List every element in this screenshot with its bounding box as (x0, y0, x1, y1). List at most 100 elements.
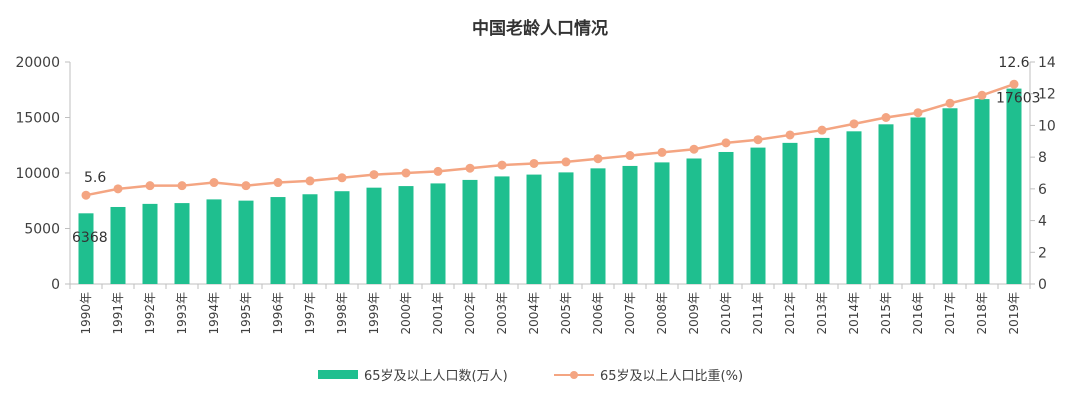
ratio-point (913, 108, 923, 118)
ratio-point (81, 190, 91, 200)
x-tick-label: 1998年 (335, 292, 349, 335)
bar (878, 124, 894, 284)
y-right-tick-label: 10 (1038, 118, 1056, 134)
y-right-tick-label: 12 (1038, 87, 1056, 103)
ratio-point (145, 181, 155, 191)
bar (942, 108, 958, 284)
bar (494, 176, 510, 284)
x-tick-label: 2012年 (783, 292, 797, 335)
bar (302, 194, 318, 284)
ratio-point (273, 178, 283, 188)
ratio-point (561, 157, 571, 167)
x-tick-label: 2007年 (623, 292, 637, 335)
ratio-point (497, 160, 507, 170)
y-right-tick-label: 8 (1038, 150, 1047, 166)
y-left-tick-label: 10000 (15, 166, 60, 182)
ratio-point (721, 138, 731, 148)
bar (718, 151, 734, 284)
x-tick-label: 2013年 (815, 292, 829, 335)
ratio-point (625, 151, 635, 161)
axes: 0 5000 10000 15000 20000 0 2 4 6 8 10 12 14 1990年 1991… (15, 55, 1055, 335)
y-right-tick-label: 4 (1038, 214, 1047, 230)
ratio-point (241, 181, 251, 191)
x-tick-label: 1993年 (175, 292, 189, 335)
bar (974, 99, 990, 285)
ratio-point (593, 154, 603, 164)
x-tick-label: 2004年 (527, 292, 541, 335)
x-tick-label: 1992年 (143, 292, 157, 335)
x-tick-label: 1995年 (239, 292, 253, 335)
ratio-point (113, 184, 123, 194)
x-tick-label: 2006年 (591, 292, 605, 335)
y-left-tick-label: 5000 (24, 222, 60, 238)
bar (1006, 88, 1022, 285)
data-label: 5.6 (84, 170, 106, 186)
x-tick-label: 2008年 (655, 292, 669, 335)
y-left-tick-label: 0 (51, 277, 60, 293)
ratio-point (945, 98, 955, 108)
legend: 65岁及以上人口数(万人) 65岁及以上人口比重(%) (318, 368, 743, 384)
x-tick-label: 2003年 (495, 292, 509, 335)
ratio-point (881, 113, 891, 122)
bar (846, 131, 862, 284)
data-label: 12.6 (998, 55, 1029, 71)
ratio-series-line (85, 83, 1015, 197)
ratio-point (305, 176, 315, 186)
x-tick-label: 2014年 (847, 292, 861, 335)
ratio-point (785, 130, 795, 140)
ratio-point (689, 144, 699, 154)
bar (814, 137, 830, 284)
data-label: 17603 (996, 91, 1041, 107)
ratio-point (209, 178, 219, 188)
bar (366, 187, 382, 284)
x-tick-label: 2016年 (911, 292, 925, 335)
y-left-tick-label: 15000 (15, 111, 60, 127)
bar (462, 179, 478, 284)
ratio-point (465, 163, 475, 173)
legend-swatch-ratio-marker (570, 371, 578, 379)
ratio-point (401, 168, 411, 178)
data-label: 6368 (72, 230, 108, 246)
x-tick-label: 1994年 (207, 292, 221, 335)
ratio-point (817, 125, 827, 135)
ratio-point (977, 90, 987, 100)
ratio-point (657, 147, 667, 157)
bar (398, 186, 414, 284)
bars (78, 88, 1022, 285)
bar (750, 147, 766, 284)
bar (270, 197, 286, 284)
x-tick-label: 2015年 (879, 292, 893, 335)
x-tick-label: 2018年 (975, 292, 989, 335)
legend-label-population: 65岁及以上人口数(万人) (364, 369, 508, 384)
y-right-tick-label: 2 (1038, 245, 1047, 261)
ratio-point (753, 135, 763, 145)
x-tick-label: 1999年 (367, 292, 381, 335)
y-left-tick-label: 20000 (15, 55, 60, 71)
chart-title: 中国老龄人口情况 (472, 18, 608, 39)
x-tick-label: 2011年 (751, 292, 765, 335)
bar (206, 199, 222, 284)
y-right-tick-label: 0 (1038, 277, 1047, 293)
bar (334, 191, 350, 284)
x-tick-label: 2005年 (559, 292, 573, 335)
x-tick-label: 1996年 (271, 292, 285, 335)
bar (526, 174, 542, 284)
bar (654, 162, 670, 284)
bar (782, 142, 798, 284)
x-tick-label: 2019年 (1007, 292, 1021, 335)
x-tick-label: 1991年 (111, 292, 125, 335)
bar (430, 183, 446, 284)
bar (142, 203, 158, 284)
x-tick-label: 2017年 (943, 292, 957, 335)
ratio-point (337, 173, 347, 183)
legend-swatch-population (318, 370, 358, 379)
ratio-point (369, 170, 379, 180)
bar (590, 168, 606, 284)
x-tick-label: 1997年 (303, 292, 317, 335)
bar (558, 172, 574, 284)
ratio-point (433, 166, 443, 176)
bar (910, 117, 926, 284)
bar (238, 200, 254, 284)
x-tick-label: 2010年 (719, 292, 733, 335)
x-tick-label: 2001年 (431, 292, 445, 335)
